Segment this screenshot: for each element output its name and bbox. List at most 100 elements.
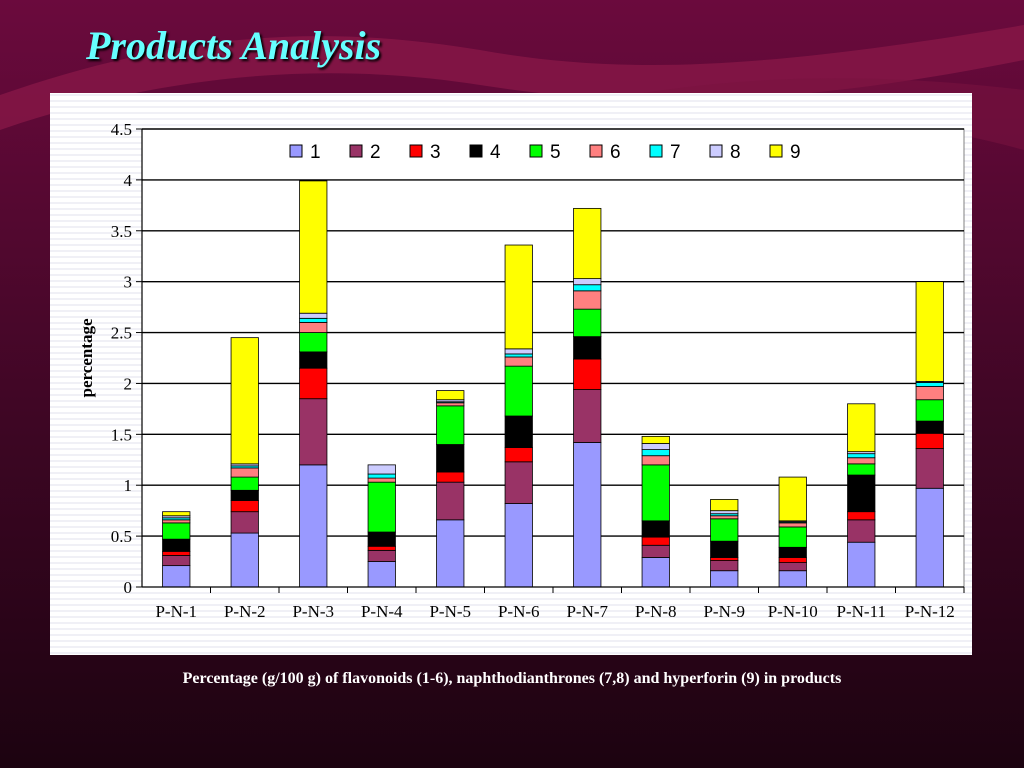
- bar-segment-6: [847, 457, 876, 465]
- y-tick-label: 2: [124, 374, 133, 393]
- bar-segment-6: [162, 519, 191, 524]
- bar-segment-3: [299, 367, 328, 400]
- bar-segment-1: [230, 532, 259, 588]
- bar-segment-2: [641, 544, 670, 558]
- y-tick-label: 1.5: [111, 425, 132, 444]
- bar-segment-3: [710, 557, 739, 561]
- x-tick-label: P-N-11: [837, 602, 886, 621]
- bar-segment-3: [915, 432, 944, 449]
- bar-segment-6: [915, 386, 944, 401]
- stacked-bar-chart: 0 0.5 1 1.5 2 2.5 3 3.5 4 4.5 P-N-1 P-N-2 P-N-3 P-N-4…: [50, 94, 972, 654]
- x-tick-label: P-N-2: [224, 602, 266, 621]
- x-tick-label: P-N-7: [566, 602, 608, 621]
- bar-segment-2: [847, 519, 876, 543]
- bar-segment-9: [436, 390, 465, 401]
- bar-segment-7: [367, 473, 396, 479]
- bar-segment-6: [641, 455, 670, 466]
- bar-segment-5: [504, 365, 533, 417]
- bar-segment-4: [504, 415, 533, 448]
- x-tick-label: P-N-10: [768, 602, 818, 621]
- legend-swatch-3: [409, 144, 423, 158]
- bar-segment-9: [710, 499, 739, 512]
- bar-segment-2: [710, 560, 739, 572]
- bar-segment-9: [573, 207, 602, 280]
- legend-label-4: 4: [490, 142, 501, 163]
- legend-label-7: 7: [670, 142, 681, 163]
- bar-segment-4: [778, 546, 807, 558]
- bar-segment-7: [847, 453, 876, 459]
- bar-segment-9: [778, 476, 807, 522]
- bar-segment-7: [915, 382, 944, 387]
- legend-label-8: 8: [730, 142, 741, 163]
- legend-label-5: 5: [550, 142, 561, 163]
- bar-segment-4: [847, 474, 876, 513]
- legend-swatch-8: [709, 144, 723, 158]
- legend-label-2: 2: [370, 142, 381, 163]
- bar-segment-8: [710, 510, 739, 515]
- bar-segment-2: [504, 461, 533, 504]
- bar-segment-5: [710, 518, 739, 542]
- bar-segment-1: [367, 561, 396, 588]
- bar-segment-5: [915, 399, 944, 422]
- bar-segment-8: [504, 348, 533, 355]
- bar-segment-1: [436, 519, 465, 588]
- bar-segment-2: [299, 398, 328, 466]
- bar-segment-7: [504, 353, 533, 358]
- bar-segment-4: [915, 420, 944, 434]
- bar-segment-8: [573, 278, 602, 286]
- bar-segment-1: [504, 503, 533, 588]
- x-tick-label: P-N-3: [292, 602, 334, 621]
- bar-segment-4: [710, 540, 739, 558]
- x-tick-label: P-N-8: [635, 602, 677, 621]
- bar-segment-2: [162, 555, 191, 567]
- bar-segment-3: [778, 557, 807, 563]
- x-tick-label: P-N-6: [498, 602, 540, 621]
- bar-segment-3: [230, 500, 259, 513]
- y-tick-label: 0.5: [111, 527, 132, 546]
- bar-segment-6: [230, 467, 259, 478]
- bar-segment-5: [367, 481, 396, 533]
- legend-swatch-6: [589, 144, 603, 158]
- bar-segment-8: [367, 464, 396, 475]
- x-tick-label: P-N-12: [905, 602, 955, 621]
- bar-segment-2: [778, 562, 807, 572]
- bar-segment-5: [299, 332, 328, 353]
- bar-segment-1: [641, 557, 670, 588]
- x-tick-label: P-N-9: [703, 602, 745, 621]
- bar-segment-9: [299, 180, 328, 314]
- bar-segment-1: [299, 464, 328, 588]
- bar-segment-3: [641, 536, 670, 546]
- y-tick-label: 3: [124, 273, 133, 292]
- legend-label-3: 3: [430, 142, 441, 163]
- bar-segment-6: [367, 477, 396, 483]
- bar-segment-9: [162, 511, 191, 517]
- bar-segment-6: [299, 321, 328, 333]
- bar-segment-4: [573, 336, 602, 360]
- bar-segment-9: [915, 281, 944, 382]
- bar-segment-8: [299, 312, 328, 319]
- bar-segment-1: [915, 487, 944, 588]
- bar-segment-4: [436, 444, 465, 473]
- bar-segment-2: [573, 389, 602, 443]
- bar-segment-9: [230, 337, 259, 465]
- bar-segment-4: [299, 351, 328, 369]
- legend-swatch-2: [349, 144, 363, 158]
- bar-segment-2: [230, 511, 259, 534]
- bar-segment-5: [573, 308, 602, 338]
- bar-segment-6: [710, 515, 739, 520]
- bar-segment-7: [641, 449, 670, 457]
- bar-segment-5: [162, 522, 191, 540]
- bar-segment-1: [710, 570, 739, 588]
- bar-segment-3: [504, 447, 533, 463]
- y-tick-label: 1: [124, 476, 133, 495]
- y-tick-label: 0: [124, 578, 133, 597]
- bar-segment-3: [573, 358, 602, 390]
- bar-segment-6: [504, 356, 533, 367]
- x-tick-label: P-N-1: [155, 602, 197, 621]
- legend-label-6: 6: [610, 142, 621, 163]
- x-tick-label: P-N-4: [361, 602, 403, 621]
- bar-segment-5: [436, 405, 465, 445]
- x-tick-label: P-N-5: [429, 602, 471, 621]
- bar-segment-6: [436, 402, 465, 407]
- legend-label-1: 1: [310, 142, 321, 163]
